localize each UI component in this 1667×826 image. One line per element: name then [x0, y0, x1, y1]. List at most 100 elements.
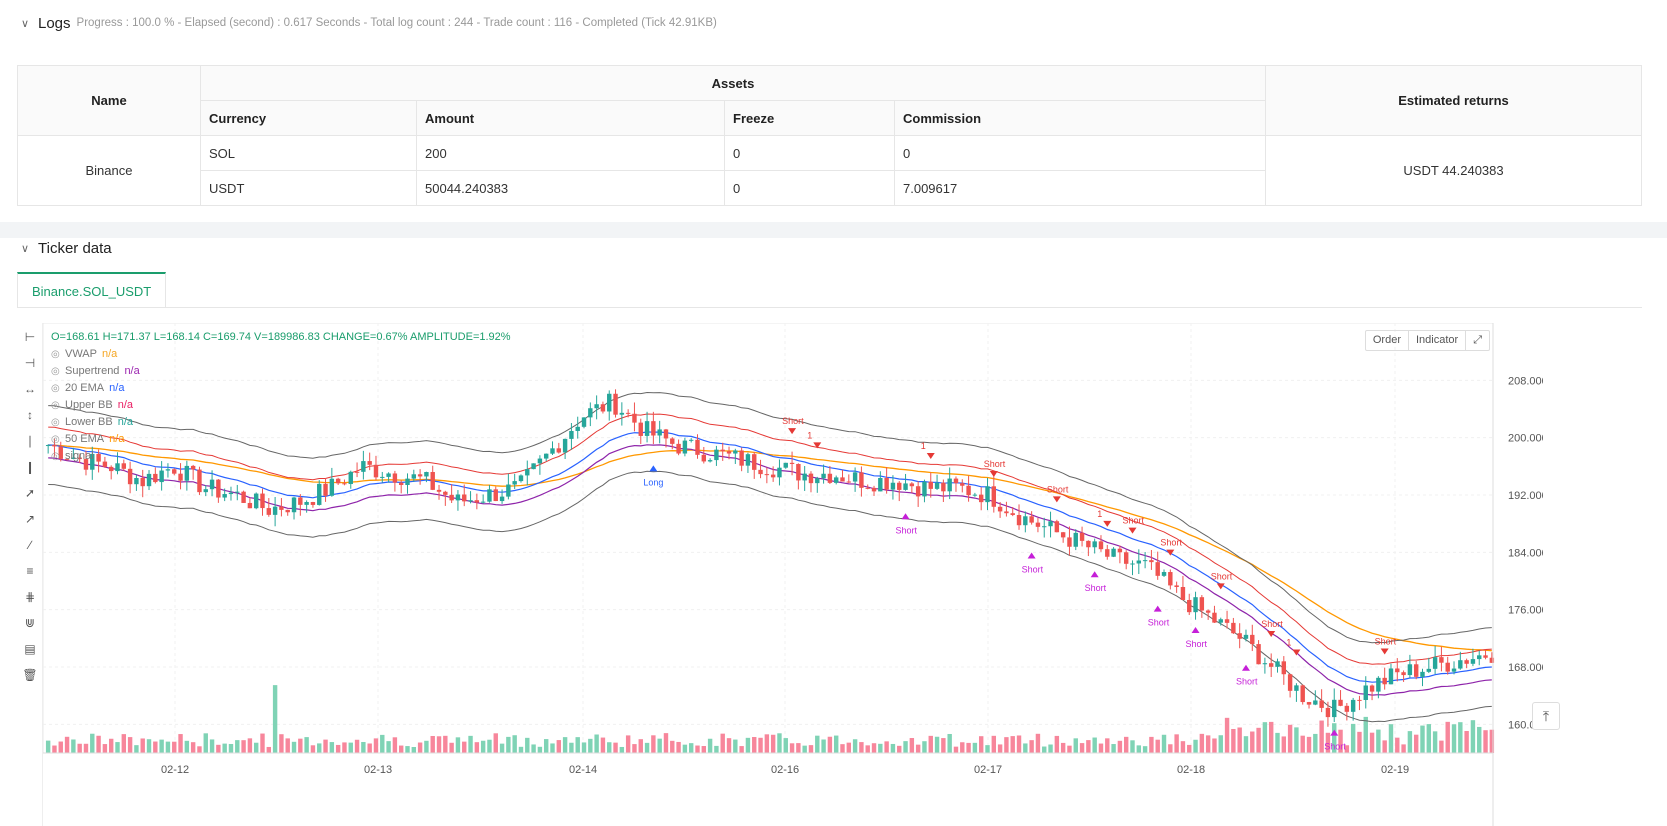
volume-bar — [310, 745, 316, 753]
candle-body — [361, 461, 366, 472]
volume-bar — [1029, 740, 1034, 753]
candle-body — [815, 478, 820, 484]
ray-line-icon[interactable]: ↗ — [24, 512, 36, 526]
legend-item[interactable]: ◎ signal — [51, 448, 511, 465]
candle-body — [1470, 659, 1476, 664]
legend-item[interactable]: ◎ Upper BB n/a — [51, 397, 511, 414]
candle-body — [915, 486, 921, 497]
trash-icon[interactable]: 🗑 — [22, 668, 38, 682]
volume-bar — [430, 735, 435, 753]
candle-body — [1268, 663, 1274, 667]
volume-bar — [159, 739, 164, 753]
volume-bar — [859, 742, 864, 753]
candle-body — [1294, 685, 1299, 691]
volume-bar — [1458, 722, 1463, 753]
candle-body — [531, 463, 536, 470]
freeze-cell: 0 — [724, 135, 895, 171]
horizontal-ray-icon[interactable]: ⊣ — [24, 356, 36, 370]
fibonacci-icon[interactable]: ⋓ — [24, 616, 36, 630]
volume-bar — [821, 739, 826, 753]
candle-body — [1212, 612, 1217, 623]
eye-icon[interactable]: ◎ — [51, 451, 60, 462]
candle-body — [228, 492, 234, 495]
candle-body — [676, 443, 681, 454]
volume-bar — [720, 733, 725, 753]
vertical-ray-icon[interactable]: ❙ — [24, 460, 36, 474]
legend-item[interactable]: ◎ Supertrend n/a — [51, 363, 511, 380]
candle-body — [146, 473, 152, 487]
volume-bar — [758, 737, 763, 753]
eye-icon[interactable]: ◎ — [51, 383, 60, 394]
legend-value: n/a — [117, 416, 133, 428]
candle-body — [644, 421, 650, 436]
candle-body — [253, 493, 259, 509]
volume-bar — [1023, 743, 1028, 753]
logs-header[interactable]: ∨ Logs Progress : 100.0 % - Elapsed (sec… — [16, 14, 717, 32]
candle-body — [997, 506, 1003, 512]
volume-bar — [304, 737, 309, 753]
candle-body — [1477, 655, 1482, 660]
candle-body — [1451, 668, 1457, 672]
vertical-segment-icon[interactable]: ↕ — [27, 408, 33, 422]
chevron-down-icon[interactable]: ∨ — [20, 17, 30, 30]
vertical-line-icon[interactable]: ∣ — [27, 434, 33, 448]
measure-icon[interactable]: ▤ — [24, 642, 36, 656]
chart-area[interactable]: ⊢ ⊣ ↔ ↕ ∣ ❙ ➚ ↗ ∕ ≡ ⋕ ⋓ ▤ 🗑 Long Short Sho… — [17, 323, 1650, 826]
parallel-channel-icon[interactable]: ⋕ — [24, 590, 36, 604]
order-button[interactable]: Order — [1366, 331, 1409, 350]
volume-bar — [260, 733, 265, 753]
tab-sol-usdt[interactable]: Binance.SOL_USDT — [17, 272, 167, 308]
candle-body — [335, 478, 341, 484]
volume-bar — [607, 742, 612, 753]
volume-bar — [1098, 743, 1104, 753]
volume-bar — [1420, 725, 1425, 753]
segment-icon[interactable]: ∕ — [28, 538, 31, 552]
volume-bar — [915, 744, 921, 753]
fullscreen-icon[interactable]: ⤢ — [1473, 334, 1482, 346]
candle-body — [1111, 548, 1116, 557]
candlestick-chart[interactable]: Long Short Short Short Short Short Short Short S… — [43, 323, 1543, 826]
candle-body — [373, 464, 379, 478]
trend-line-icon[interactable]: ➚ — [24, 486, 36, 500]
candle-body — [1483, 655, 1488, 658]
volume-bar — [1212, 738, 1217, 753]
ticker-header[interactable]: ∨ Ticker data — [16, 239, 112, 257]
candle-body — [619, 412, 625, 415]
eye-icon[interactable]: ◎ — [51, 400, 60, 411]
legend-item[interactable]: ◎ 20 EMA n/a — [51, 380, 511, 397]
volume-bar — [1086, 740, 1091, 753]
candle-body — [272, 506, 278, 515]
legend-item[interactable]: ◎ 50 EMA n/a — [51, 431, 511, 448]
eye-icon[interactable]: ◎ — [51, 349, 60, 360]
eye-icon[interactable]: ◎ — [51, 434, 60, 445]
horizontal-line-icon[interactable]: ⊢ — [24, 330, 36, 344]
volume-bar — [329, 742, 335, 753]
volume-bar — [298, 738, 303, 753]
candle-body — [64, 458, 70, 460]
extended-line-icon[interactable]: ↔ — [24, 382, 36, 396]
order-count-arrow — [1103, 520, 1112, 527]
volume-bar — [852, 739, 858, 753]
volume-bar — [52, 745, 57, 753]
candle-body — [707, 460, 713, 462]
candle-body — [638, 422, 643, 436]
candle-body — [1136, 560, 1142, 564]
eye-icon[interactable]: ◎ — [51, 417, 60, 428]
chevron-down-icon[interactable]: ∨ — [20, 242, 30, 255]
legend-item[interactable]: ◎ Lower BB n/a — [51, 414, 511, 431]
volume-bar — [588, 738, 593, 753]
candle-body — [1199, 597, 1205, 611]
volume-bar — [897, 745, 902, 753]
eye-icon[interactable]: ◎ — [51, 366, 60, 377]
legend-item[interactable]: ◎ VWAP n/a — [51, 346, 511, 363]
indicator-button[interactable]: Indicator — [1409, 331, 1467, 350]
scroll-to-top-button[interactable]: ⤒ — [1532, 702, 1560, 730]
volume-bar — [991, 735, 997, 753]
volume-bar — [1268, 721, 1274, 753]
short-signal-label: Short — [1123, 516, 1145, 526]
candle-body — [827, 473, 833, 483]
chart-buttons: Order Indicator ⤢ — [1364, 330, 1490, 351]
short-signal-arrow — [1267, 631, 1276, 638]
volume-bar — [802, 745, 807, 753]
price-line-icon[interactable]: ≡ — [26, 564, 34, 578]
